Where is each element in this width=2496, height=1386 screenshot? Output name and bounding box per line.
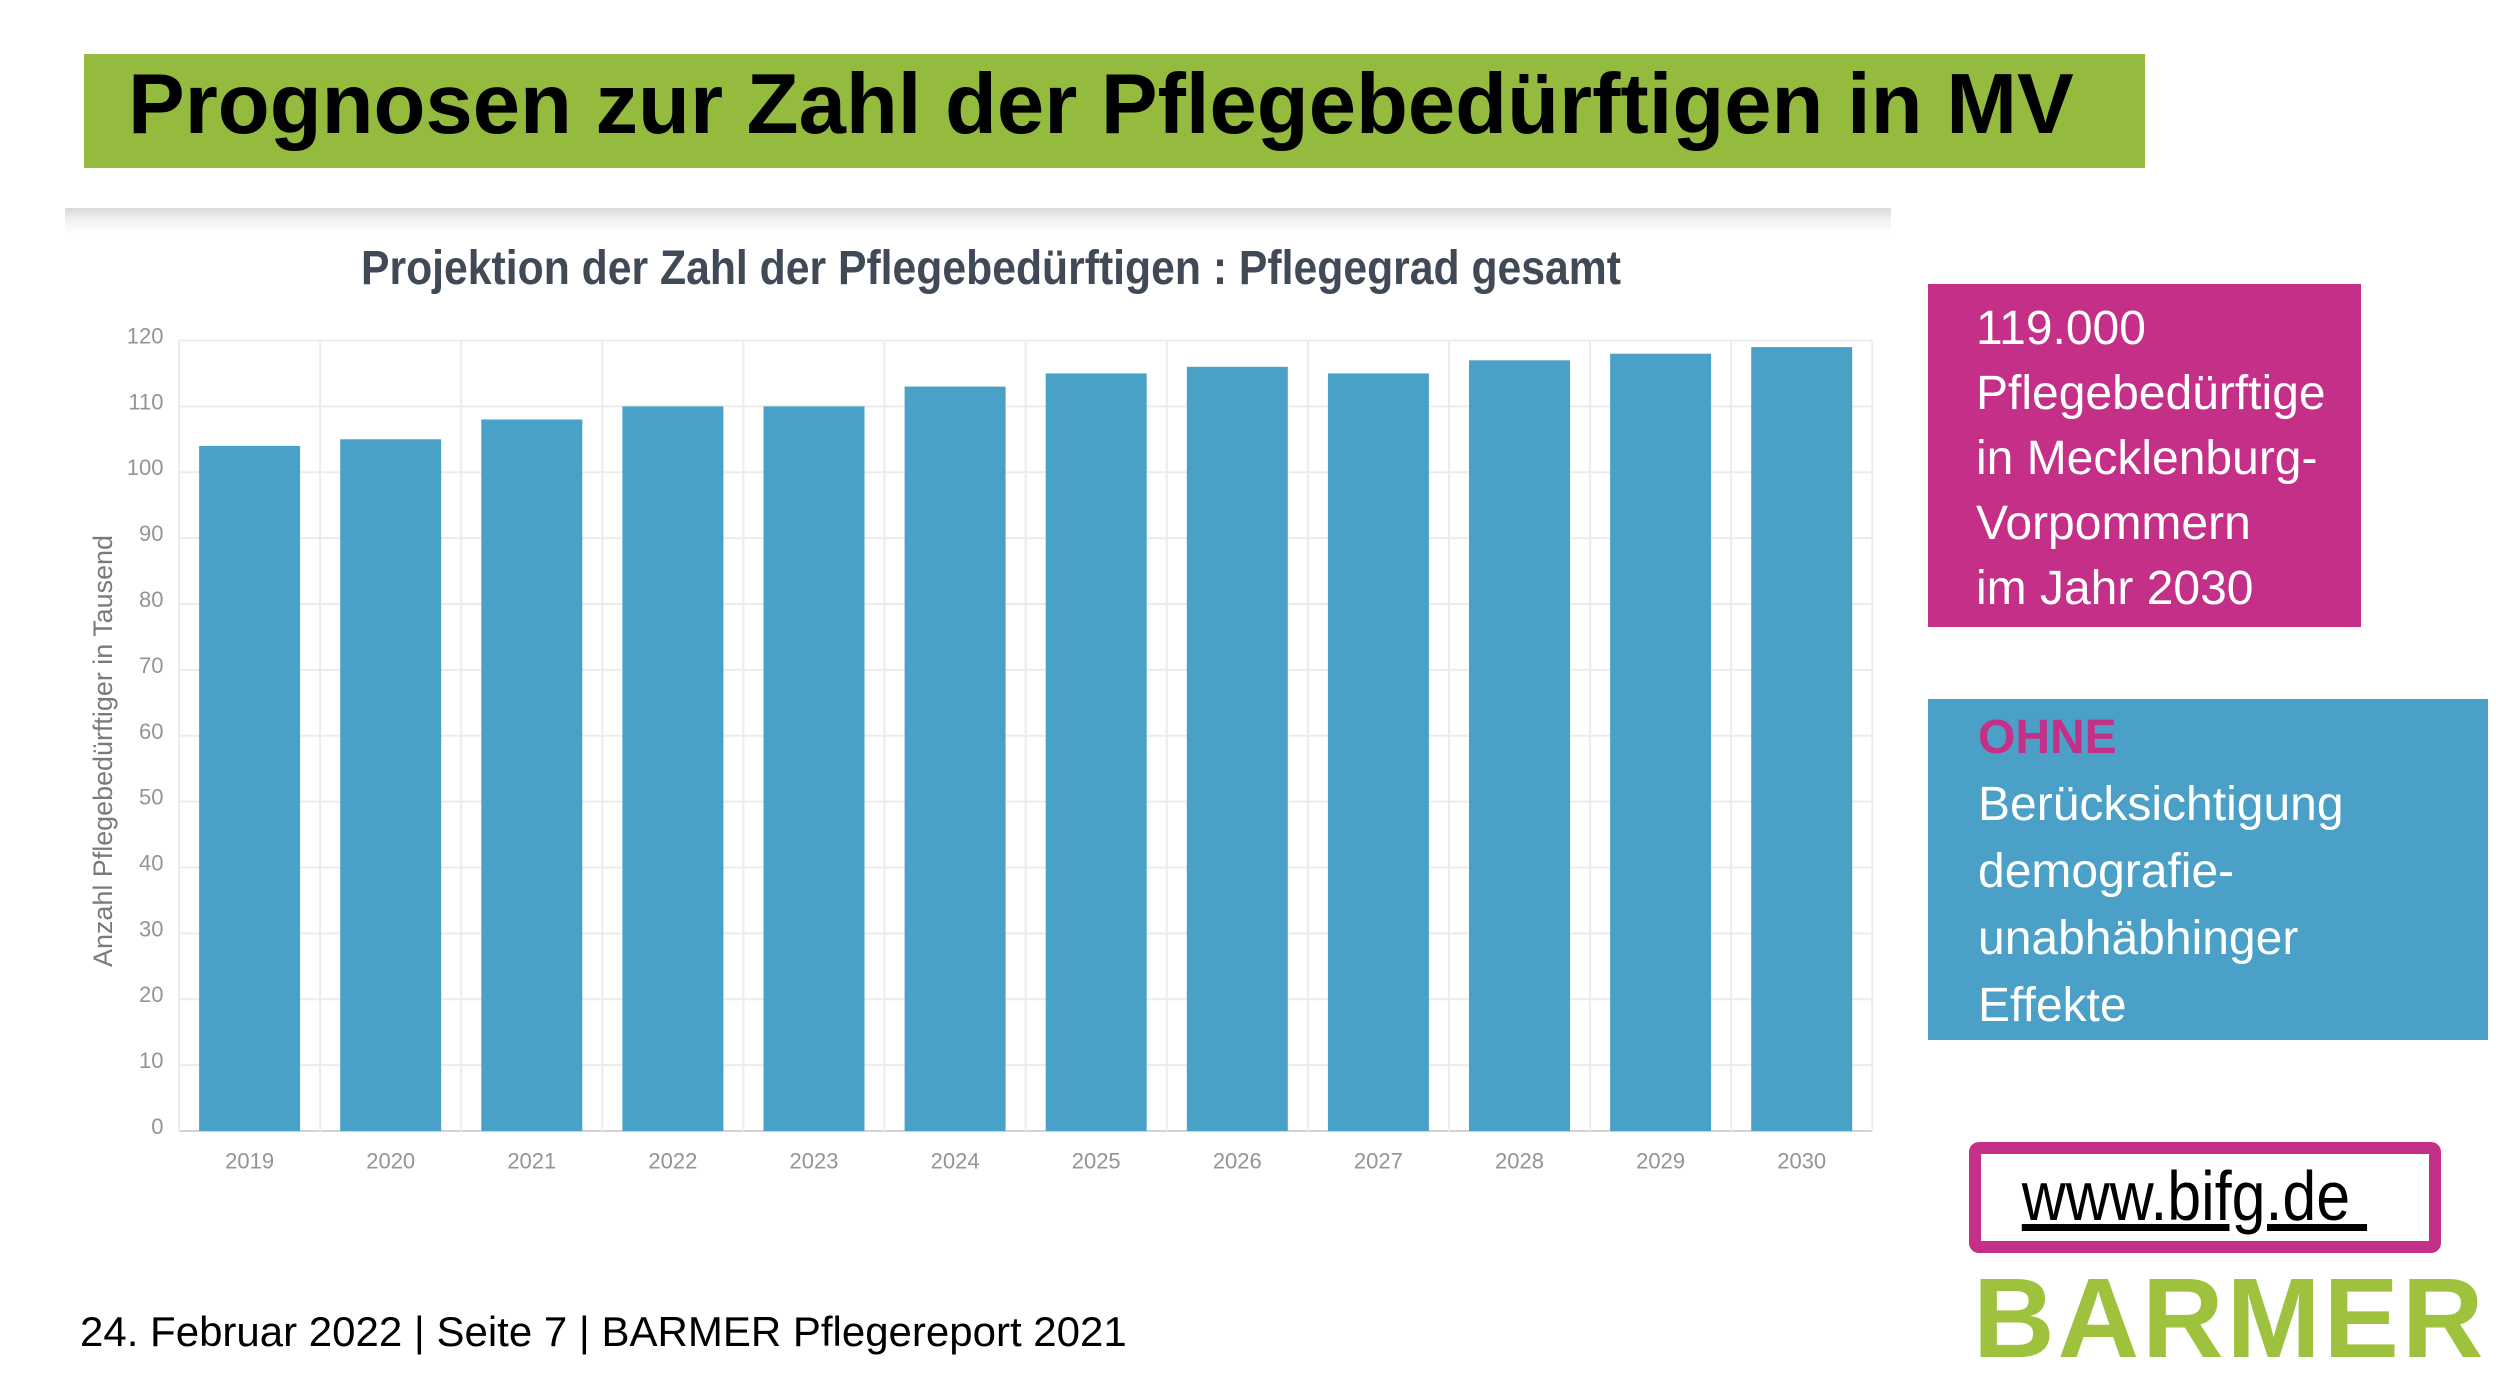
- svg-text:2021: 2021: [507, 1149, 556, 1174]
- svg-text:60: 60: [139, 719, 163, 744]
- svg-text:2030: 2030: [1777, 1149, 1826, 1174]
- svg-text:2019: 2019: [225, 1149, 274, 1174]
- svg-text:2024: 2024: [931, 1149, 980, 1174]
- svg-text:110: 110: [128, 389, 163, 414]
- svg-text:Anzahl Pflegebedürftiger in Ta: Anzahl Pflegebedürftiger in Tausend: [88, 535, 118, 967]
- svg-text:100: 100: [127, 455, 164, 480]
- svg-text:2025: 2025: [1072, 1149, 1121, 1174]
- svg-text:2029: 2029: [1636, 1149, 1685, 1174]
- svg-text:2028: 2028: [1495, 1149, 1544, 1174]
- svg-text:2027: 2027: [1354, 1149, 1403, 1174]
- svg-text:40: 40: [139, 851, 163, 876]
- svg-text:0: 0: [151, 1114, 163, 1139]
- svg-text:90: 90: [139, 521, 163, 546]
- svg-text:2023: 2023: [790, 1149, 839, 1174]
- svg-text:2020: 2020: [366, 1149, 415, 1174]
- svg-text:30: 30: [139, 916, 163, 941]
- svg-text:10: 10: [139, 1048, 163, 1073]
- svg-text:120: 120: [127, 324, 164, 349]
- svg-text:80: 80: [139, 587, 163, 612]
- svg-text:20: 20: [139, 982, 163, 1007]
- svg-text:70: 70: [139, 653, 163, 678]
- svg-text:50: 50: [139, 785, 163, 810]
- svg-text:2026: 2026: [1213, 1149, 1262, 1174]
- svg-text:Projektion der Zahl der Pflege: Projektion der Zahl der Pflegebedürftige…: [361, 242, 1621, 295]
- svg-text:2022: 2022: [648, 1149, 697, 1174]
